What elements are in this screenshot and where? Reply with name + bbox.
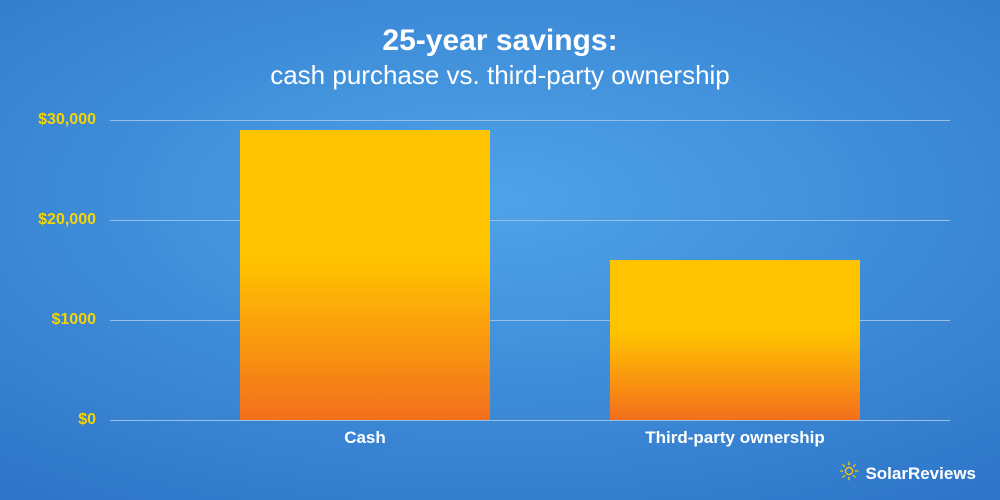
x-tick-label: Third-party ownership <box>610 428 860 448</box>
brand-logo-text: SolarReviews <box>865 464 976 484</box>
title-line-1: 25-year savings: <box>0 24 1000 58</box>
gridline <box>110 120 950 121</box>
sun-gear-icon <box>839 461 859 486</box>
bar <box>240 130 490 420</box>
bar <box>610 260 860 420</box>
gridline <box>110 220 950 221</box>
y-tick-label: $1000 <box>0 311 96 329</box>
y-tick-label: $20,000 <box>0 211 96 229</box>
brand-logo: SolarReviews <box>839 461 976 486</box>
bar-chart <box>110 120 950 420</box>
y-tick-label: $0 <box>0 411 96 429</box>
chart-title: 25-year savings: cash purchase vs. third… <box>0 24 1000 91</box>
x-tick-label: Cash <box>240 428 490 448</box>
gridline <box>110 420 950 421</box>
y-tick-label: $30,000 <box>0 111 96 129</box>
title-line-2: cash purchase vs. third-party ownership <box>0 60 1000 91</box>
